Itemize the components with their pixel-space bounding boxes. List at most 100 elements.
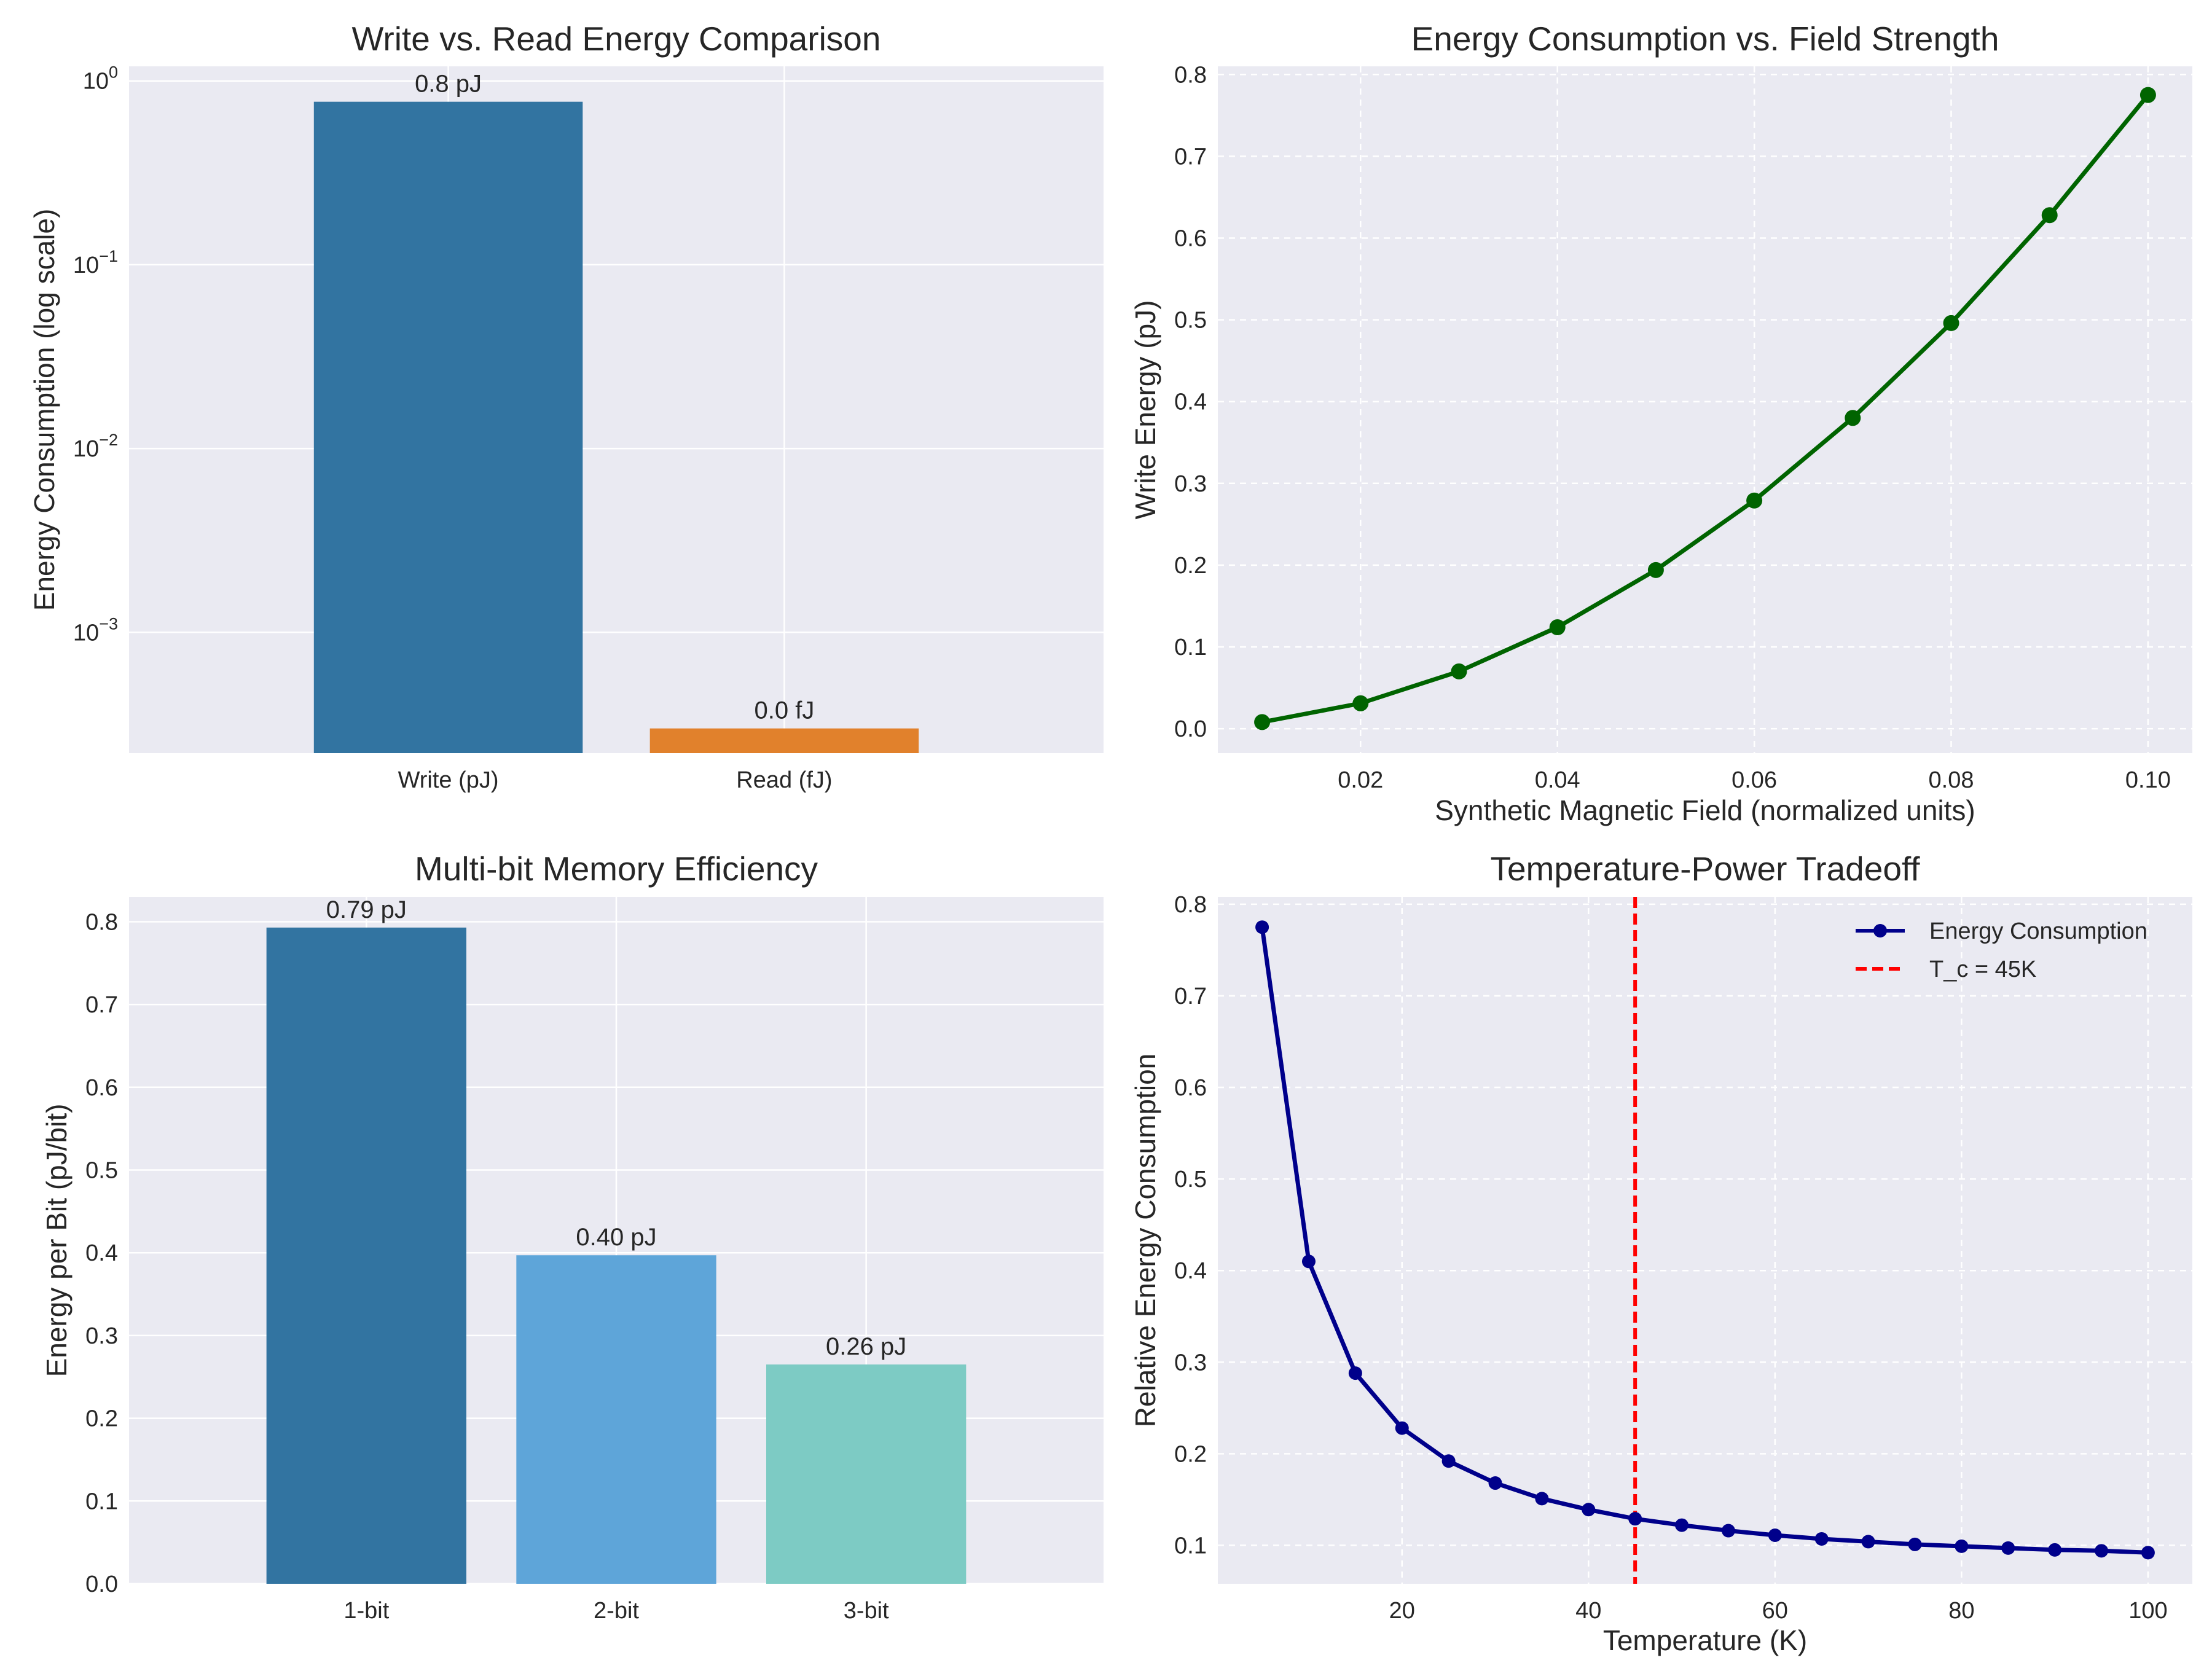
legend-entry-tc: T_c = 45K [1929,957,2036,982]
write-read-chart: 0.8 pJ 0.0 fJ 100 10−1 10−2 10−3 Write (pJ) R… [28,20,1104,793]
data-point [2095,1544,2109,1558]
data-point [2048,1543,2062,1557]
data-point [1628,1512,1642,1526]
data-point [1845,410,1861,426]
y-tick-label: 0.4 [85,1240,118,1266]
data-point [2041,207,2058,224]
y-tick-label: 0.1 [85,1489,118,1514]
y-ticks: 0.0 0.1 0.2 0.3 0.4 0.5 0.6 0.7 0.8 [1174,62,1207,742]
bar [313,101,583,754]
y-tick-label: 0.2 [85,1406,118,1432]
legend-entry-energy: Energy Consumption [1929,918,2147,944]
data-point [1441,1454,1456,1468]
y-axis-label: Energy Consumption (log scale) [28,209,60,611]
data-point [1352,695,1369,711]
plot-area [129,66,1104,753]
y-tick-label: 0.6 [1174,226,1207,252]
y-tick-label: 0.1 [1174,1533,1207,1559]
data-point [1908,1537,1922,1551]
chart-title: Temperature-Power Tradeoff [1490,850,1920,888]
data-point [1768,1528,1782,1542]
data-point [1348,1366,1362,1380]
y-tick-label: 0.5 [1174,308,1207,334]
y-tick-label: 10−1 [73,247,118,278]
y-axis-label: Write Energy (pJ) [1129,300,1161,519]
bar [649,728,919,753]
grid [1218,897,2192,1584]
data-point [1582,1503,1596,1517]
y-tick-label: 0.4 [1174,389,1207,415]
temperature-chart: 0.1 0.2 0.3 0.4 0.5 0.6 0.7 0.8 20 40 60 80 100 Tem… [1129,850,2192,1656]
x-tick-label: 40 [1575,1598,1601,1624]
y-tick-label: 0.0 [85,1571,118,1597]
y-axis-label: Energy per Bit (pJ/bit) [41,1104,73,1377]
series-line [1260,926,2149,1555]
x-ticks: Write (pJ) Read (fJ) [398,767,833,793]
bar-value-label: 0.79 pJ [326,896,407,923]
bar [266,927,466,1584]
bars: 0.8 pJ 0.0 fJ [313,71,919,754]
x-tick-label: 0.02 [1338,767,1383,793]
data-point [1255,920,1269,934]
y-ticks: 100 10−1 10−2 10−3 [73,63,118,646]
y-tick-label: 100 [83,63,118,95]
y-ticks: 0.1 0.2 0.3 0.4 0.5 0.6 0.7 0.8 [1174,892,1207,1559]
data-point [1451,663,1467,679]
y-ticks: 0.0 0.1 0.2 0.3 0.4 0.5 0.6 0.7 0.8 [85,909,118,1597]
x-ticks: 0.02 0.04 0.06 0.08 0.10 [1338,767,2171,793]
chart-title: Write vs. Read Energy Comparison [352,20,881,58]
y-tick-label: 0.7 [85,992,118,1018]
bar-value-label: 0.8 pJ [415,71,482,98]
y-tick-label: 0.5 [1174,1167,1207,1192]
grid [129,66,1104,753]
data-point [1535,1492,1549,1506]
series [1255,897,2155,1584]
x-tick-label: 100 [2128,1598,2167,1624]
bars: 0.79 pJ 0.40 pJ 0.26 pJ [266,896,967,1584]
x-tick-label: 60 [1762,1598,1788,1624]
x-tick-label: 0.10 [2125,767,2171,793]
y-axis-label: Relative Energy Consumption [1129,1054,1161,1428]
y-tick-label: 0.6 [1174,1075,1207,1101]
y-tick-label: 0.8 [1174,62,1207,88]
data-point [2139,87,2156,103]
series [1254,87,2156,730]
y-tick-label: 10−2 [73,431,118,462]
y-tick-label: 0.1 [1174,635,1207,660]
data-point [1721,1524,1735,1538]
x-axis-label: Temperature (K) [1603,1624,1807,1656]
data-point [2001,1541,2015,1555]
data-point [1395,1421,1409,1435]
bar [516,1255,716,1584]
data-point [1549,619,1566,636]
y-tick-label: 0.2 [1174,1441,1207,1467]
data-point [1647,562,1664,578]
chart-title: Energy Consumption vs. Field Strength [1411,20,1999,58]
y-tick-label: 0.7 [1174,984,1207,1009]
data-point [1254,714,1271,730]
y-tick-label: 0.0 [1174,716,1207,742]
chart-title: Multi-bit Memory Efficiency [415,850,818,888]
y-tick-label: 0.8 [85,909,118,935]
x-tick-label: 0.08 [1929,767,1974,793]
x-tick-label: 80 [1948,1598,1974,1624]
data-point [1301,1254,1316,1269]
x-tick-label: 20 [1389,1598,1415,1624]
data-point [1955,1539,1969,1553]
data-point [1943,315,1959,331]
grid [1218,66,2192,753]
field-strength-chart: 0.0 0.1 0.2 0.3 0.4 0.5 0.6 0.7 0.8 0.02 0.04 0.06… [1129,20,2192,826]
y-tick-label: 0.7 [1174,144,1207,170]
y-tick-label: 0.8 [1174,892,1207,918]
plot-area [1218,66,2192,753]
series-line [1261,93,2150,724]
bar-value-label: 0.40 pJ [576,1224,656,1251]
x-tick-label: Read (fJ) [736,767,832,793]
legend: Energy Consumption T_c = 45K [1856,918,2147,982]
y-tick-label: 0.4 [1174,1258,1207,1284]
x-tick-label: 0.04 [1535,767,1580,793]
plot-area [1218,897,2192,1584]
legend-marker-swatch [1873,924,1887,937]
multibit-chart: 0.79 pJ 0.40 pJ 0.26 pJ 0.0 0.1 0.2 0.3 0.4 0.5… [41,850,1104,1624]
